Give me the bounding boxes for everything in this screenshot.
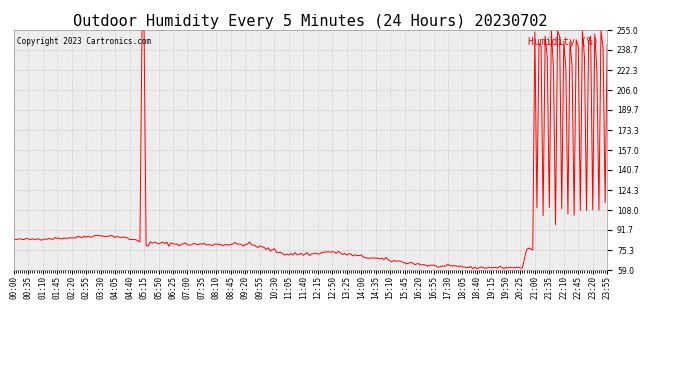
- Title: Outdoor Humidity Every 5 Minutes (24 Hours) 20230702: Outdoor Humidity Every 5 Minutes (24 Hou…: [73, 14, 548, 29]
- Text: Humidity (%): Humidity (%): [528, 37, 598, 47]
- Text: Copyright 2023 Cartronics.com: Copyright 2023 Cartronics.com: [17, 37, 151, 46]
